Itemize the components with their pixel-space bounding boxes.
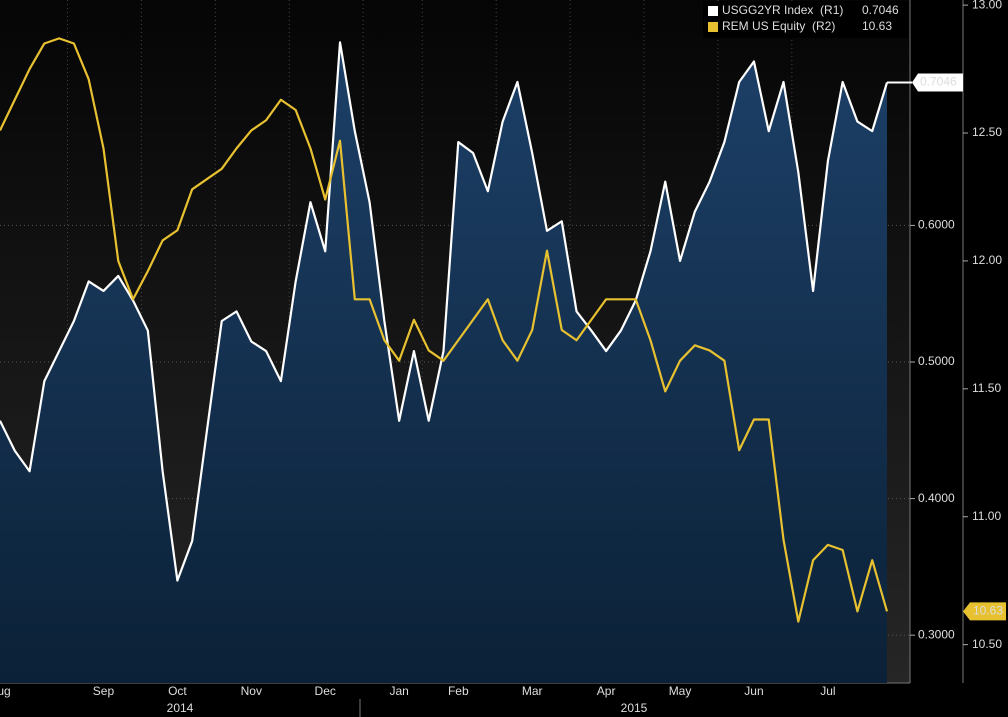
x-tick-label: Dec (315, 684, 336, 698)
x-tick-label: Sep (93, 684, 115, 698)
year-label: 2014 (167, 701, 194, 715)
legend-value: 0.7046 (862, 3, 899, 17)
y2-tick-label: 11.50 (972, 381, 1001, 395)
y2-tick-label: 13.00 (972, 0, 1002, 11)
y2-tick-label: 11.00 (972, 509, 1001, 523)
x-tick-label: Oct (168, 684, 187, 698)
line (0, 37, 889, 623)
line (0, 41, 889, 582)
axis-background (910, 0, 1008, 717)
legend-swatch (708, 6, 718, 16)
x-tick-label: Jul (820, 684, 835, 698)
y2-tick-label: 12.00 (972, 253, 1002, 267)
y2-tick-label: 12.50 (972, 125, 1002, 139)
x-tick-label: Mar (522, 684, 543, 698)
last-value-label: 0.7046 (920, 75, 957, 89)
legend-label: USGG2YR Index (R1) (722, 3, 843, 17)
x-tick-label: Aug (0, 684, 11, 698)
area (0, 42, 887, 683)
legend-swatch (708, 22, 718, 32)
legend-label: REM US Equity (R2) (722, 19, 835, 33)
legend-value: 10.63 (862, 19, 892, 33)
x-tick-label: Apr (597, 684, 616, 698)
x-tick-label: Jun (744, 684, 763, 698)
x-tick-label: Jan (389, 684, 408, 698)
y-tick-label: 0.4000 (918, 491, 955, 505)
y-tick-label: 0.6000 (918, 218, 955, 232)
x-tick-label: Feb (448, 684, 469, 698)
last-value-label: 10.63 (973, 604, 1003, 618)
x-tick-label: May (669, 684, 692, 698)
last-value-tag (963, 602, 1006, 621)
year-label: 2015 (621, 701, 648, 715)
y2-tick-label: 10.50 (972, 637, 1002, 651)
y-tick-label: 0.5000 (918, 354, 955, 368)
y-tick-label: 0.3000 (918, 627, 955, 641)
x-axis-background (0, 683, 910, 717)
legend-box (703, 1, 908, 38)
last-value-tag (912, 73, 963, 92)
x-tick-label: Nov (241, 684, 262, 698)
